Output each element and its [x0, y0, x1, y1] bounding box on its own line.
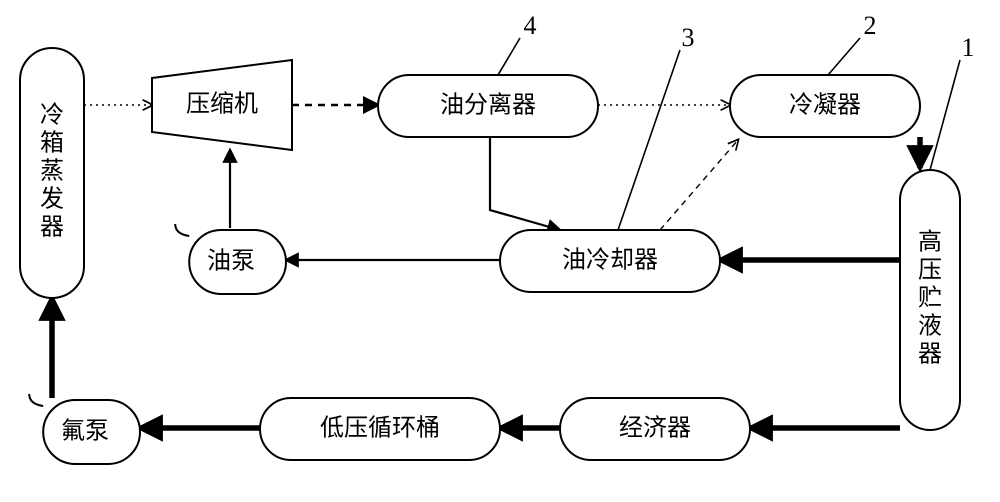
node-label: 氟泵 [61, 418, 109, 445]
node-hp_receiver: 高压贮液器 [900, 170, 960, 430]
node-label: 压 [918, 258, 942, 284]
node-economizer: 经济器 [560, 398, 750, 460]
node-label: 低压循环桶 [320, 415, 440, 442]
node-label: 油冷却器 [562, 247, 658, 274]
flowchart-canvas: 冷箱蒸发器压缩机油分离器冷凝器油冷却器油泵高压贮液器经济器低压循环桶氟泵 123… [0, 0, 1000, 502]
node-label: 发 [40, 186, 64, 213]
node-label: 器 [40, 215, 64, 241]
callout-4: 4 [524, 11, 537, 40]
node-label: 冷凝器 [789, 92, 861, 119]
node-label: 器 [918, 342, 942, 368]
node-label: 油泵 [207, 248, 255, 275]
node-oil_separator: 油分离器 [378, 75, 598, 137]
node-label: 贮 [918, 285, 942, 312]
node-label: 箱 [40, 130, 64, 157]
node-label: 高 [918, 229, 942, 256]
callout-line-2 [828, 38, 860, 75]
callout-3: 3 [682, 23, 695, 52]
node-condenser: 冷凝器 [730, 75, 920, 137]
node-label: 液 [918, 313, 942, 340]
node-f_pump: 氟泵 [29, 394, 140, 464]
callout-line-4 [498, 38, 520, 75]
edge-oil_separator-oil_cooler [490, 137, 560, 230]
node-label: 压缩机 [186, 91, 258, 118]
callout-2: 2 [864, 11, 877, 40]
node-compressor: 压缩机 [152, 60, 292, 150]
node-lp_drum: 低压循环桶 [260, 398, 500, 460]
callout-1: 1 [962, 33, 975, 62]
node-label: 蒸 [40, 158, 64, 185]
node-label: 油分离器 [440, 92, 536, 119]
edge-oil_cooler-condenser [660, 140, 738, 230]
node-label: 冷 [40, 102, 64, 129]
callout-line-1 [930, 60, 960, 170]
node-label: 经济器 [619, 415, 691, 442]
callout-line-3 [618, 50, 680, 230]
node-oil_pump: 油泵 [175, 224, 286, 294]
node-evaporator: 冷箱蒸发器 [20, 48, 84, 298]
node-oil_cooler: 油冷却器 [500, 230, 720, 292]
